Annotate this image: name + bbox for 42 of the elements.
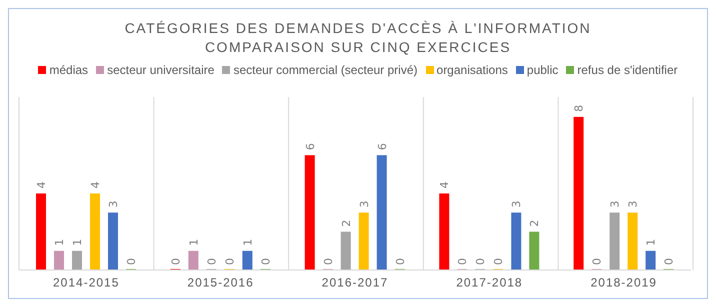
x-tick-label: 2015-2016 [187, 276, 254, 290]
legend-label: organisations [436, 63, 508, 77]
data-label: 4 [89, 181, 102, 188]
data-label: 0 [492, 258, 506, 265]
data-label: 0 [223, 258, 236, 265]
data-label: 1 [644, 238, 658, 246]
legend-label: médias [48, 63, 88, 77]
data-label: 0 [662, 258, 676, 265]
data-label: 1 [187, 238, 200, 246]
x-tick-label: 2014-2015 [53, 276, 120, 290]
legend-label: public [526, 63, 558, 77]
data-label: 6 [304, 143, 317, 150]
legend-label: secteur commercial (secteur privé) [232, 63, 418, 77]
chart-title: CATÉGORIES DES DEMANDES D'ACCÈS À L'INFORMATION COMPARAISON SUR CINQ EXERCICES [124, 19, 592, 57]
data-label: 1 [71, 238, 84, 246]
data-label: 3 [107, 200, 120, 208]
data-label: 3 [608, 200, 622, 208]
x-tick-label: 2018-2019 [590, 276, 657, 290]
legend-label: secteur universitaire [106, 63, 214, 77]
data-label: 2 [528, 220, 542, 227]
legend-label: refus de s'identifier [576, 63, 678, 77]
data-label: 1 [241, 238, 254, 246]
data-label: 3 [626, 200, 640, 208]
data-label: 8 [572, 104, 586, 112]
data-label: 0 [474, 258, 488, 265]
data-label: 3 [510, 200, 524, 208]
data-label: 0 [394, 258, 407, 265]
data-label: 0 [125, 258, 138, 265]
data-label: 0 [259, 258, 272, 265]
data-label: 2 [340, 220, 353, 227]
data-label: 4 [35, 181, 48, 188]
data-label: 0 [590, 258, 604, 265]
data-label: 4 [438, 181, 452, 188]
x-tick-label: 2016-2017 [322, 276, 388, 290]
x-tick-label: 2017-2018 [456, 276, 523, 290]
data-label: 0 [169, 258, 182, 265]
data-label: 6 [376, 143, 389, 150]
data-label: 0 [456, 258, 470, 265]
data-label: 0 [322, 258, 335, 265]
data-label: 1 [53, 238, 66, 246]
data-label: 3 [358, 200, 371, 208]
data-label: 0 [205, 258, 218, 265]
